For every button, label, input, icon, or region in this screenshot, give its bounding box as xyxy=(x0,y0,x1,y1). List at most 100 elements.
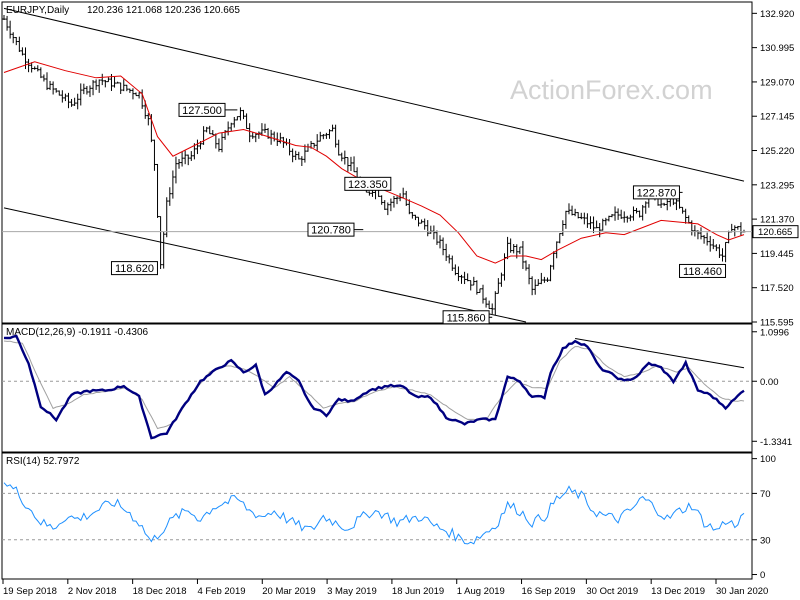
price-bar xyxy=(705,232,709,246)
price-bar xyxy=(641,204,645,221)
price-bar xyxy=(530,276,534,296)
price-bar xyxy=(610,214,614,218)
price-bar xyxy=(131,88,135,100)
price-bar xyxy=(54,88,58,93)
price-bar xyxy=(162,231,166,269)
price-bar xyxy=(389,198,393,212)
price-tick-label: 117.520 xyxy=(760,283,794,294)
price-bar xyxy=(724,241,728,263)
price-callout: 127.500 xyxy=(178,102,238,117)
moving-average-line xyxy=(3,61,745,264)
price-bar xyxy=(693,225,697,237)
price-bar xyxy=(638,210,642,218)
x-tick-label: 4 Feb 2019 xyxy=(197,586,245,597)
price-bar xyxy=(444,243,448,261)
price-bar xyxy=(340,152,344,162)
price-bar xyxy=(220,133,224,153)
price-bar xyxy=(248,123,252,143)
price-bar xyxy=(380,195,384,205)
price-bar xyxy=(318,131,322,142)
price-bar xyxy=(370,190,374,197)
price-bar xyxy=(97,79,101,93)
price-bar xyxy=(315,134,319,152)
price-bar xyxy=(662,202,666,206)
rsi-title: RSI(14) 52.7972 xyxy=(6,456,80,467)
price-bar xyxy=(598,223,602,238)
price-bar xyxy=(45,72,49,91)
price-bar xyxy=(453,264,457,276)
price-bar xyxy=(490,303,494,314)
price-bar xyxy=(260,123,264,136)
price-bar xyxy=(721,248,725,262)
price-bar xyxy=(635,207,639,214)
price-bar xyxy=(152,139,156,171)
price-bar xyxy=(94,79,98,90)
price-bar xyxy=(205,126,209,133)
price-bar xyxy=(549,264,553,282)
x-tick-label: 18 Jun 2019 xyxy=(392,586,444,597)
price-bar xyxy=(420,219,424,224)
rsi-y-axis: 100 70 30 0 xyxy=(752,454,776,581)
price-bar xyxy=(622,211,626,223)
price-bar xyxy=(472,276,476,286)
price-bar xyxy=(346,157,350,172)
price-bar xyxy=(466,273,470,282)
price-callout: 123.350 xyxy=(344,176,392,191)
price-bar xyxy=(665,198,669,211)
price-bar xyxy=(2,14,6,20)
price-bar xyxy=(297,151,301,160)
price-bar xyxy=(254,132,258,143)
price-bar xyxy=(57,90,61,96)
price-bar xyxy=(536,279,540,286)
rsi-pane: RSI(14) 52.7972 xyxy=(1,452,753,580)
macd-pane-frame xyxy=(1,323,753,453)
price-bar xyxy=(717,244,721,259)
rsi-tick-label: 70 xyxy=(760,489,771,500)
price-bar xyxy=(475,280,479,295)
price-callout: 122.870 xyxy=(632,185,683,200)
price-bar xyxy=(125,84,129,92)
rsi-tick-label: 100 xyxy=(760,454,776,465)
price-tick-label: 129.070 xyxy=(760,77,794,88)
x-tick-label: 20 Mar 2019 xyxy=(262,586,315,597)
price-bar xyxy=(392,195,396,208)
price-bar xyxy=(223,130,227,140)
price-bar xyxy=(116,81,120,84)
price-tick-label: 127.145 xyxy=(760,112,794,123)
x-tick-label: 30 Oct 2019 xyxy=(586,586,638,597)
price-bar xyxy=(539,272,543,285)
macd-y-axis: 1.0996 0.00 -1.3341 xyxy=(752,327,792,448)
price-bar xyxy=(659,199,663,209)
watermark: ActionForex.com xyxy=(510,75,713,105)
price-bar xyxy=(352,156,356,173)
price-bar xyxy=(714,244,718,252)
price-bar xyxy=(619,209,623,219)
price-bar xyxy=(564,210,568,229)
price-bar xyxy=(708,236,712,252)
rsi-line xyxy=(3,482,745,545)
price-bar xyxy=(60,90,64,103)
price-bar xyxy=(51,81,55,95)
price-bar xyxy=(625,215,629,223)
price-bar xyxy=(367,191,371,196)
price-bar xyxy=(733,225,737,237)
price-trend-lines xyxy=(3,7,745,323)
price-bar xyxy=(103,79,107,88)
price-callout: 115.860 xyxy=(442,310,493,325)
price-bar xyxy=(113,76,117,88)
price-bar xyxy=(66,92,70,109)
price-bar xyxy=(487,300,491,310)
symbol-label: EURJPY,Daily xyxy=(6,5,69,16)
price-bar xyxy=(386,202,390,216)
price-bar xyxy=(17,36,21,52)
price-bar xyxy=(447,254,451,264)
price-bar xyxy=(70,98,74,107)
price-bar xyxy=(321,134,325,140)
price-bar xyxy=(582,212,586,225)
price-bar xyxy=(134,92,138,97)
last-price-label: 120.665 xyxy=(758,227,792,238)
price-bar xyxy=(561,220,565,237)
macd-tick-label: -1.3341 xyxy=(760,437,792,448)
price-bar xyxy=(573,208,577,217)
x-tick-label: 13 Dec 2019 xyxy=(651,586,705,597)
